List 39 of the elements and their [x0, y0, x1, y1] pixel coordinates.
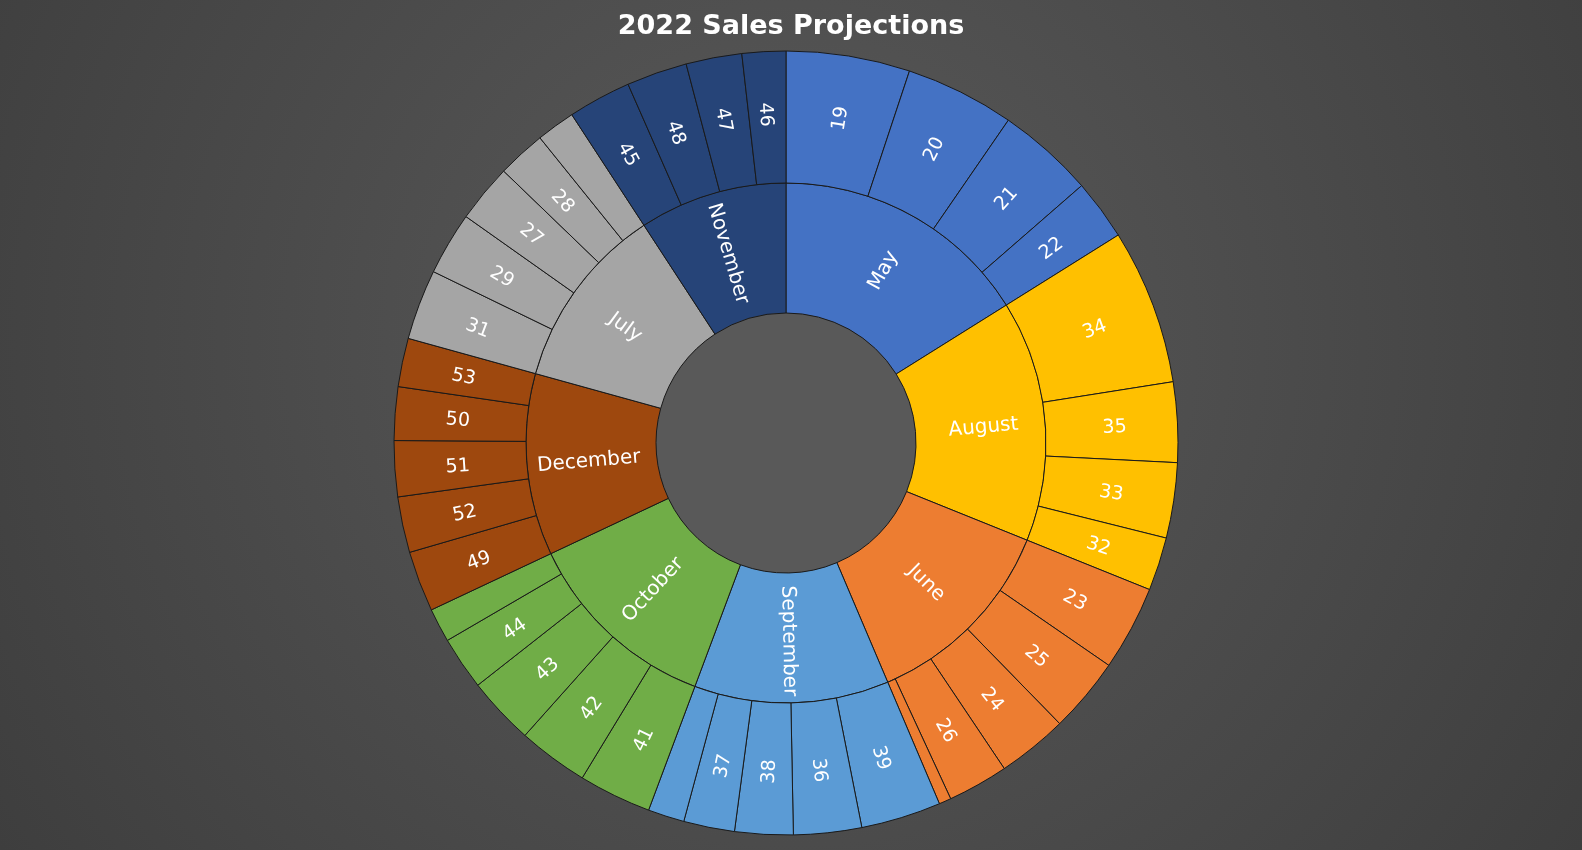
- slice-label: 21: [988, 181, 1022, 214]
- slice-label: 44: [497, 612, 531, 644]
- slice-label: 48: [663, 117, 692, 148]
- slice-label: 32: [1084, 530, 1114, 559]
- slice-label: July: [602, 304, 648, 347]
- slice-label: September: [777, 585, 804, 698]
- slice-label: 39: [868, 742, 897, 773]
- slice-label: 23: [1059, 583, 1092, 615]
- slice-label: 37: [708, 751, 735, 780]
- slice-label: 51: [444, 452, 471, 477]
- slice-label: 53: [449, 362, 479, 389]
- chart-title: 2022 Sales Projections: [617, 9, 965, 40]
- slice-label: 28: [547, 184, 581, 217]
- slice-label: 49: [463, 544, 494, 574]
- slice-label: 24: [977, 682, 1010, 715]
- slice-label: May: [861, 245, 903, 294]
- slice-label: December: [536, 443, 643, 477]
- slice-label: 52: [450, 498, 479, 526]
- slice-label: 35: [1101, 413, 1128, 438]
- slice-label: 33: [1097, 478, 1125, 505]
- slice-label: 41: [627, 723, 658, 755]
- slice-label: 19: [825, 104, 852, 132]
- slice-label: 46: [755, 101, 780, 128]
- slice-label: 29: [486, 259, 519, 292]
- slice-label: August: [947, 410, 1020, 441]
- slice-label: 47: [712, 105, 739, 134]
- slice-label: 26: [931, 713, 963, 746]
- slice-label: 36: [808, 756, 834, 784]
- slice-label: 25: [1021, 638, 1054, 672]
- slice-label: 38: [755, 758, 780, 785]
- slice-label: 20: [917, 132, 948, 165]
- slice-label: 34: [1078, 313, 1110, 343]
- slice-label: 42: [574, 691, 607, 724]
- slice-label: 45: [613, 137, 645, 170]
- slice-label: 43: [529, 651, 563, 685]
- slice-label: 31: [463, 312, 494, 342]
- slice-label: 22: [1034, 231, 1067, 264]
- slice-label: 50: [445, 406, 471, 431]
- slice-label: 27: [516, 217, 549, 250]
